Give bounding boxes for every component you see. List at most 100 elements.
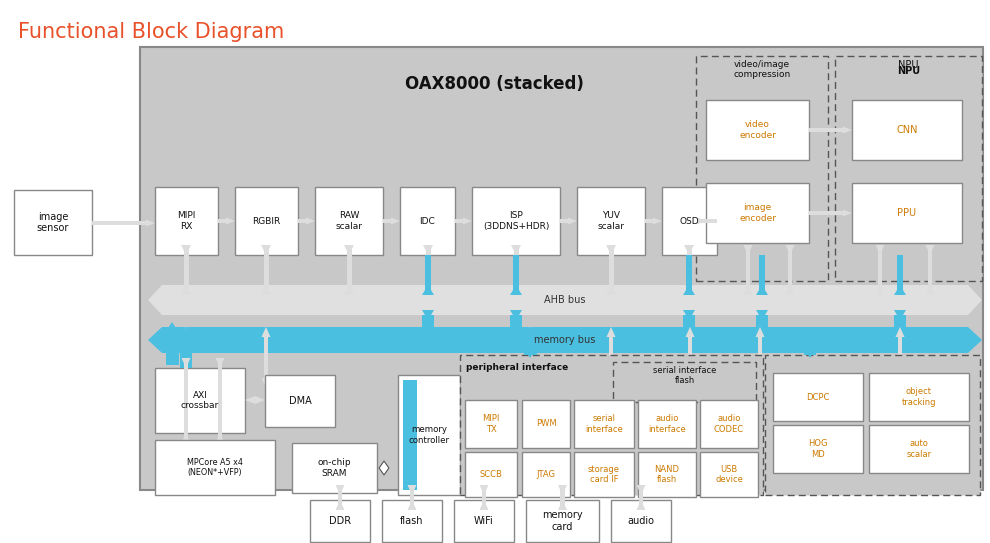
Text: object
tracking: object tracking: [902, 387, 937, 407]
Bar: [513, 310, 520, 353]
Bar: [869, 425, 969, 473]
Bar: [527, 348, 534, 355]
Polygon shape: [423, 285, 433, 295]
Bar: [809, 211, 843, 214]
Polygon shape: [510, 285, 522, 295]
Polygon shape: [226, 218, 235, 224]
Polygon shape: [148, 327, 162, 353]
Polygon shape: [181, 433, 190, 443]
Polygon shape: [685, 327, 695, 337]
Bar: [382, 500, 442, 542]
Polygon shape: [344, 285, 354, 295]
Polygon shape: [875, 285, 884, 295]
Polygon shape: [683, 310, 695, 320]
Bar: [455, 219, 463, 223]
Bar: [577, 187, 645, 255]
Polygon shape: [968, 285, 982, 315]
Polygon shape: [607, 327, 616, 337]
Bar: [894, 315, 906, 327]
Polygon shape: [606, 285, 616, 295]
Polygon shape: [755, 327, 764, 337]
Polygon shape: [255, 396, 265, 404]
Polygon shape: [336, 500, 345, 510]
Bar: [898, 337, 902, 378]
Polygon shape: [181, 285, 191, 295]
Text: image
encoder: image encoder: [739, 203, 776, 223]
Text: NPU: NPU: [898, 60, 919, 70]
Bar: [688, 337, 692, 378]
Bar: [155, 440, 275, 495]
Bar: [773, 425, 863, 473]
Polygon shape: [391, 218, 400, 224]
Polygon shape: [637, 485, 645, 495]
Polygon shape: [181, 327, 190, 337]
Bar: [638, 400, 696, 448]
Text: OAX8000 (stacked): OAX8000 (stacked): [405, 75, 583, 93]
Polygon shape: [463, 218, 472, 224]
Text: NAND
flash: NAND flash: [654, 465, 679, 484]
Bar: [513, 255, 520, 295]
Text: auto
scalar: auto scalar: [907, 439, 932, 459]
Bar: [183, 245, 188, 295]
Bar: [140, 47, 983, 490]
Polygon shape: [261, 378, 270, 388]
Polygon shape: [896, 378, 905, 388]
Bar: [869, 373, 969, 421]
Polygon shape: [785, 245, 795, 255]
Bar: [383, 219, 391, 223]
Bar: [162, 285, 968, 315]
Polygon shape: [180, 327, 192, 337]
Text: MIPI
RX: MIPI RX: [177, 211, 196, 231]
Bar: [528, 337, 533, 378]
Text: Functional Block Diagram: Functional Block Diagram: [18, 22, 284, 42]
Polygon shape: [804, 348, 816, 358]
Bar: [162, 327, 968, 353]
Polygon shape: [568, 218, 577, 224]
FancyBboxPatch shape: [613, 362, 756, 402]
Bar: [465, 400, 517, 448]
Polygon shape: [526, 378, 535, 388]
Text: DCPC: DCPC: [806, 393, 830, 401]
Polygon shape: [755, 378, 764, 388]
Text: WiFi: WiFi: [474, 516, 494, 526]
Text: DDR: DDR: [329, 516, 351, 526]
Bar: [165, 353, 178, 365]
Polygon shape: [146, 219, 155, 226]
Bar: [403, 380, 417, 490]
Bar: [168, 332, 175, 353]
Bar: [852, 100, 962, 160]
Polygon shape: [683, 285, 695, 295]
Polygon shape: [926, 245, 935, 255]
Bar: [638, 452, 696, 497]
Text: AHB bus: AHB bus: [544, 295, 586, 305]
Bar: [639, 485, 644, 510]
Bar: [218, 358, 222, 443]
Polygon shape: [756, 285, 768, 295]
Polygon shape: [697, 218, 706, 224]
Polygon shape: [336, 485, 345, 495]
Bar: [807, 348, 814, 355]
Bar: [700, 452, 758, 497]
Polygon shape: [261, 327, 270, 337]
Text: image
sensor: image sensor: [37, 212, 69, 233]
Polygon shape: [379, 461, 389, 475]
FancyBboxPatch shape: [765, 355, 980, 495]
Bar: [184, 337, 188, 378]
Bar: [514, 245, 519, 295]
Polygon shape: [684, 245, 694, 255]
Bar: [14, 190, 92, 255]
Polygon shape: [607, 378, 616, 388]
Polygon shape: [165, 322, 178, 332]
Bar: [758, 310, 765, 353]
Bar: [180, 353, 192, 368]
Polygon shape: [479, 485, 488, 495]
Bar: [897, 255, 903, 295]
Bar: [422, 315, 434, 327]
Bar: [852, 183, 962, 243]
FancyBboxPatch shape: [696, 56, 828, 281]
Polygon shape: [306, 218, 315, 224]
Polygon shape: [180, 348, 192, 358]
Polygon shape: [422, 285, 434, 295]
Polygon shape: [743, 285, 752, 295]
Bar: [522, 452, 570, 497]
